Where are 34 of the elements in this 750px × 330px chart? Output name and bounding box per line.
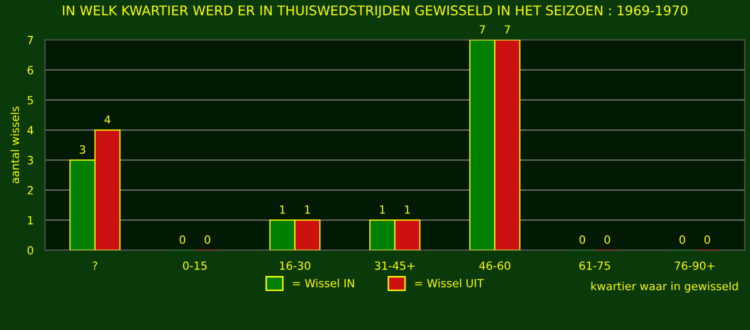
x-tick-label: 31-45+	[374, 261, 414, 270]
chart-title: IN WELK KWARTIER WERD ER IN THUISWEDSTRIJDEN GEWISSELD IN HET SEIZOEN : 1969-1970	[62, 5, 688, 18]
data-label: 0	[679, 235, 686, 244]
x-axis-title: kwartier waar in gewisseld	[591, 282, 738, 292]
x-tick-label: 76-90+	[674, 261, 714, 270]
y-tick-label: 1	[28, 216, 33, 224]
data-label: 1	[305, 206, 310, 214]
data-label: 3	[80, 145, 86, 154]
y-tick-label: 4	[27, 126, 34, 134]
y-tick-label: 0	[28, 246, 34, 255]
y-tick-label: 2	[28, 186, 33, 194]
data-label: 0	[604, 235, 610, 244]
data-label: 0	[180, 235, 186, 244]
y-tick-label: 6	[28, 66, 34, 74]
data-label: 4	[104, 115, 110, 124]
data-label: 7	[504, 25, 510, 34]
x-tick-label: ?	[92, 261, 98, 270]
x-tick-label: 0-15	[183, 261, 207, 270]
data-label: 1	[405, 206, 410, 214]
data-label: 0	[704, 235, 710, 244]
data-label: 1	[380, 206, 385, 214]
data-label: 7	[480, 25, 485, 34]
data-label: 0	[580, 235, 586, 244]
y-axis-title: aantal wissels	[10, 106, 20, 184]
y-tick-label: 3	[28, 156, 33, 164]
x-tick-label: 16-30	[280, 261, 310, 270]
data-label: 1	[280, 206, 285, 214]
legend-label: = Wissel IN	[292, 278, 354, 288]
x-tick-label: 46-60	[479, 261, 510, 270]
data-label: 0	[204, 235, 210, 244]
y-tick-label: 5	[28, 96, 33, 104]
legend-label: = Wissel UIT	[415, 278, 484, 288]
x-tick-label: 61-75	[579, 261, 610, 270]
y-tick-label: 7	[28, 36, 33, 44]
